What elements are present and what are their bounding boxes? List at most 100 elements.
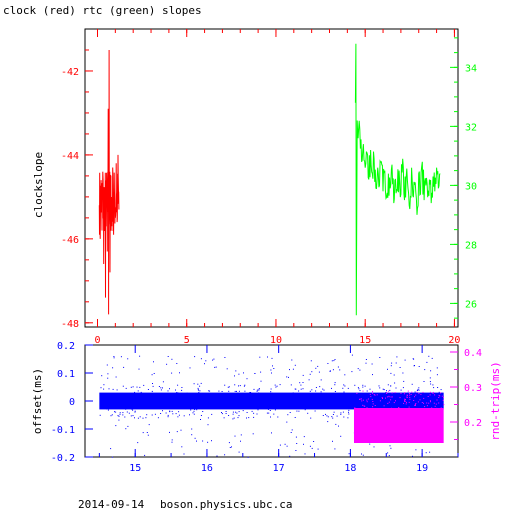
offset-point	[387, 452, 389, 454]
top-chart-title: clock (red) rtc (green) slopes	[3, 4, 202, 17]
offset-point	[277, 401, 279, 402]
offset-point	[284, 406, 286, 408]
offset-point	[400, 389, 402, 391]
roundtrip-point	[424, 406, 426, 408]
offset-point	[343, 384, 345, 386]
offset-point	[407, 406, 409, 408]
roundtrip-point	[406, 401, 407, 403]
roundtrip-point	[404, 399, 406, 401]
offset-point	[148, 401, 150, 403]
roundtrip-point	[443, 404, 445, 406]
offset-point	[151, 374, 153, 376]
offset-point	[343, 391, 345, 393]
y-tick-label: -0.2	[51, 453, 75, 464]
offset-point	[268, 412, 270, 414]
offset-point	[310, 396, 312, 398]
roundtrip-point	[434, 394, 436, 396]
offset-point	[211, 440, 212, 442]
offset-point	[203, 407, 205, 409]
roundtrip-point	[430, 401, 431, 403]
offset-point	[266, 412, 268, 414]
offset-point	[371, 363, 373, 365]
roundtrip-point	[417, 401, 419, 403]
offset-point	[327, 421, 329, 423]
y-tick-label: -46	[61, 235, 79, 246]
roundtrip-point	[399, 407, 400, 409]
offset-point	[222, 406, 224, 408]
offset-point	[370, 397, 372, 399]
bottom-y-axis-label: offset(ms)	[31, 368, 44, 434]
offset-point	[379, 399, 381, 401]
offset-point	[197, 383, 199, 385]
offset-point	[418, 366, 420, 367]
offset-point	[250, 396, 252, 398]
x-tick-label: 20	[448, 335, 460, 346]
offset-point	[198, 391, 200, 393]
offset-point	[200, 415, 202, 416]
offset-point	[171, 441, 173, 443]
offset-point	[426, 361, 428, 363]
y-tick-label: -42	[61, 67, 79, 78]
offset-point	[285, 401, 287, 403]
roundtrip-point	[386, 396, 388, 398]
offset-point	[228, 442, 230, 444]
offset-point	[147, 395, 149, 397]
offset-point	[342, 387, 344, 389]
roundtrip-point	[363, 405, 365, 407]
offset-point	[117, 405, 119, 407]
offset-point	[352, 397, 354, 399]
offset-point	[118, 415, 120, 417]
offset-point	[223, 417, 225, 419]
roundtrip-point	[391, 407, 392, 409]
offset-point	[183, 453, 185, 455]
offset-point	[214, 366, 216, 368]
offset-point	[125, 408, 127, 410]
roundtrip-point	[433, 402, 435, 404]
bottom-bottom-axis: 15 16 17 18 19	[98, 345, 459, 474]
offset-point	[412, 455, 413, 457]
offset-point	[234, 384, 236, 386]
offset-point	[411, 383, 413, 385]
offset-point	[423, 381, 425, 382]
offset-point	[199, 385, 201, 387]
offset-point	[282, 397, 284, 399]
offset-point	[214, 401, 216, 403]
offset-point	[275, 386, 277, 388]
offset-point	[377, 404, 379, 406]
offset-point	[204, 363, 205, 365]
roundtrip-point	[364, 405, 366, 407]
offset-point	[351, 401, 353, 403]
offset-point	[109, 399, 111, 400]
offset-point	[353, 393, 354, 395]
offset-point	[183, 402, 185, 404]
offset-point	[167, 414, 169, 416]
offset-point	[110, 415, 112, 417]
offset-point	[378, 385, 380, 387]
offset-point	[308, 379, 310, 381]
offset-point	[176, 363, 178, 364]
offset-point	[350, 400, 352, 402]
offset-point	[390, 365, 392, 367]
offset-point	[169, 410, 171, 412]
offset-point	[390, 447, 392, 449]
offset-point	[297, 400, 299, 402]
offset-point	[436, 374, 438, 376]
offset-point	[253, 412, 255, 414]
offset-point	[394, 393, 396, 395]
offset-point	[385, 392, 387, 393]
roundtrip-point	[407, 390, 409, 392]
offset-point	[319, 386, 321, 388]
bottom-right-axis: 0.2 0.3 0.4	[450, 348, 482, 440]
offset-point	[302, 382, 304, 383]
offset-point	[246, 417, 247, 419]
offset-point	[318, 400, 320, 402]
offset-point	[402, 387, 404, 389]
roundtrip-point	[432, 391, 434, 393]
offset-point	[274, 399, 276, 401]
offset-point	[186, 392, 188, 394]
offset-point	[433, 399, 434, 401]
offset-point	[232, 413, 234, 415]
offset-point	[419, 400, 421, 401]
offset-point	[216, 408, 218, 409]
